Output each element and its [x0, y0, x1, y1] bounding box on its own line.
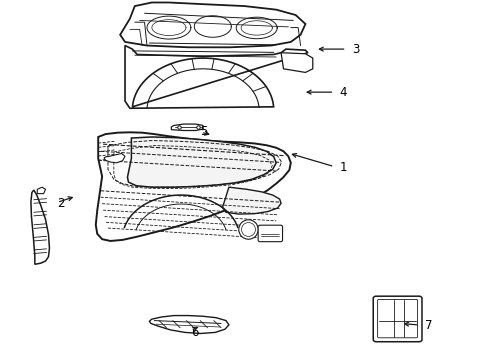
FancyBboxPatch shape — [372, 296, 421, 342]
Text: 4: 4 — [339, 86, 346, 99]
Polygon shape — [281, 53, 312, 72]
Polygon shape — [96, 132, 290, 241]
FancyBboxPatch shape — [258, 225, 282, 242]
Text: 6: 6 — [190, 326, 198, 339]
Polygon shape — [222, 187, 281, 214]
FancyBboxPatch shape — [377, 300, 417, 338]
Polygon shape — [171, 124, 203, 131]
Polygon shape — [125, 45, 307, 108]
Text: 7: 7 — [424, 319, 431, 332]
Polygon shape — [127, 137, 276, 187]
Text: 3: 3 — [351, 42, 358, 55]
Polygon shape — [37, 187, 45, 194]
Polygon shape — [149, 316, 228, 333]
Text: 2: 2 — [57, 197, 64, 210]
Polygon shape — [104, 153, 125, 163]
Text: 5: 5 — [200, 125, 207, 138]
Polygon shape — [120, 3, 305, 47]
Text: 1: 1 — [339, 161, 346, 174]
Polygon shape — [31, 190, 49, 264]
